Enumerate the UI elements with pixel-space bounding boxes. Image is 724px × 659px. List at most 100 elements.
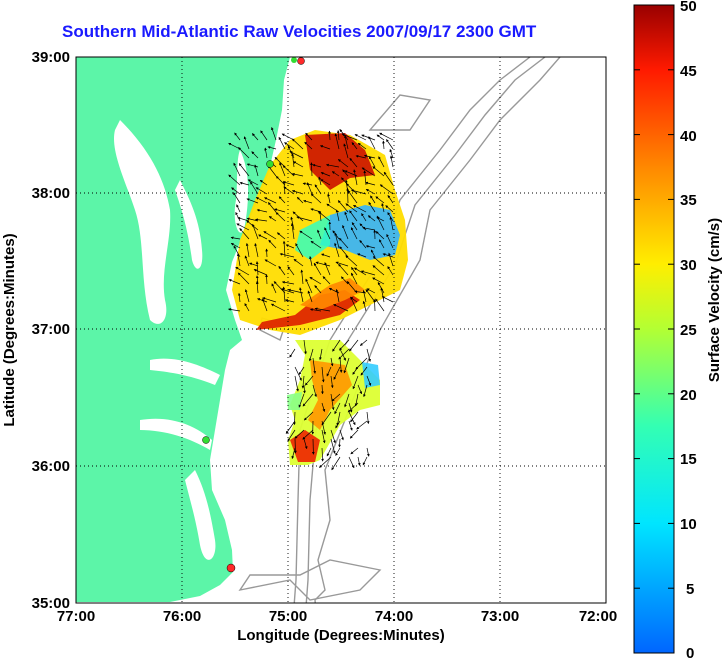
speed-region-south-orange	[308, 360, 352, 430]
velocity-arrow	[362, 226, 376, 231]
velocity-arrow	[327, 193, 331, 204]
velocity-arrow	[309, 256, 313, 267]
velocity-arrow	[382, 253, 394, 258]
velocity-arrow	[365, 245, 376, 249]
velocity-arrow	[378, 239, 385, 249]
velocity-arrow	[344, 393, 350, 408]
velocity-arrow	[313, 262, 322, 276]
velocity-arrow	[310, 162, 313, 177]
velocity-arrow	[348, 420, 353, 431]
velocity-arrow	[285, 420, 296, 434]
velocity-arrow	[294, 366, 302, 381]
velocity-arrow	[344, 134, 349, 150]
x-tick-label: 74:00	[375, 608, 413, 625]
station-marker-north	[297, 57, 305, 65]
velocity-arrow	[362, 300, 367, 312]
y-tick-label: 39:00	[32, 49, 70, 66]
velocity-arrow	[326, 366, 332, 377]
velocity-arrow	[236, 253, 241, 267]
velocity-arrow	[321, 411, 332, 426]
colorbar-tick-label: 20	[680, 387, 697, 404]
velocity-arrow	[328, 130, 331, 141]
velocity-arrow	[287, 266, 295, 276]
velocity-arrow	[334, 232, 340, 249]
velocity-arrow	[356, 420, 368, 430]
velocity-arrow	[321, 447, 324, 462]
velocity-arrow	[338, 263, 349, 276]
velocity-arrow	[291, 138, 304, 150]
velocity-arrow	[344, 211, 349, 222]
y-tick-label: 38:00	[32, 185, 70, 202]
velocity-arrow	[343, 143, 349, 159]
velocity-arrow	[289, 348, 296, 358]
velocity-arrow	[233, 192, 241, 204]
velocity-arrow	[330, 375, 334, 389]
velocity-arrow	[261, 298, 268, 312]
velocity-arrow	[255, 197, 268, 204]
velocity-arrow	[294, 375, 299, 392]
velocity-arrow	[348, 402, 353, 413]
velocity-arrow	[244, 255, 250, 267]
velocity-arrow	[317, 211, 331, 222]
velocity-arrow	[256, 208, 268, 213]
velocity-arrow	[386, 233, 394, 249]
velocity-arrow	[382, 140, 385, 150]
station-marker-green-2	[266, 160, 274, 168]
x-tick-labels: 77:00 76:00 75:00 74:00 73:00 72:00	[57, 608, 617, 625]
velocity-arrow	[319, 348, 323, 361]
velocity-arrow	[293, 161, 304, 168]
velocity-arrow	[299, 287, 304, 303]
velocity-arrow	[258, 234, 268, 240]
x-tick-label: 75:00	[269, 608, 307, 625]
velocity-arrow	[243, 136, 250, 150]
velocity-arrow	[351, 222, 358, 231]
velocity-arrow	[317, 229, 322, 240]
velocity-arrow	[293, 259, 304, 267]
velocity-arrow	[343, 357, 350, 374]
velocity-arrow	[254, 164, 259, 177]
velocity-arrow	[285, 244, 295, 249]
velocity-arrow	[236, 223, 250, 231]
velocity-arrow	[270, 303, 286, 312]
velocity-arrow	[321, 429, 326, 444]
velocity-arrow	[303, 438, 308, 450]
velocity-arrow	[339, 246, 349, 258]
velocity-arrow	[280, 288, 295, 294]
velocity-arrow	[235, 266, 250, 276]
velocity-arrow	[346, 187, 349, 204]
velocity-arrow	[287, 429, 296, 442]
velocity-arrow	[330, 393, 335, 411]
velocity-arrow	[300, 269, 304, 285]
velocity-arrow	[294, 429, 305, 439]
velocity-arrow	[299, 230, 313, 240]
velocity-arrow	[271, 127, 277, 141]
velocity-arrow	[305, 278, 313, 294]
velocity-arrow	[315, 261, 331, 267]
velocity-arrow	[338, 237, 349, 249]
velocity-arrow	[294, 438, 297, 454]
velocity-arrow	[336, 411, 341, 426]
velocity-arrow	[339, 357, 343, 373]
velocity-arrow	[370, 195, 376, 204]
velocity-arrow	[228, 279, 241, 285]
velocity-arrow	[295, 243, 304, 258]
velocity-arrow	[273, 281, 286, 294]
velocity-arrow	[253, 269, 268, 276]
velocity-arrow	[282, 240, 286, 258]
velocity-arrow	[326, 447, 332, 457]
colorbar-tick-label: 30	[680, 257, 697, 274]
velocity-arrow	[251, 151, 259, 159]
x-tick-label: 77:00	[57, 608, 95, 625]
velocity-arrow	[354, 134, 367, 141]
velocity-arrow	[360, 366, 368, 376]
velocity-arrow	[314, 307, 331, 312]
velocity-arrow	[370, 249, 376, 258]
velocity-arrow	[274, 208, 286, 213]
velocity-arrow	[352, 375, 359, 390]
velocity-arrow	[366, 447, 370, 457]
colorbar-ticks	[634, 4, 674, 654]
velocity-arrow	[239, 181, 250, 186]
velocity-arrow	[250, 181, 259, 195]
velocity-arrow	[367, 215, 376, 222]
velocity-arrow	[268, 239, 277, 249]
